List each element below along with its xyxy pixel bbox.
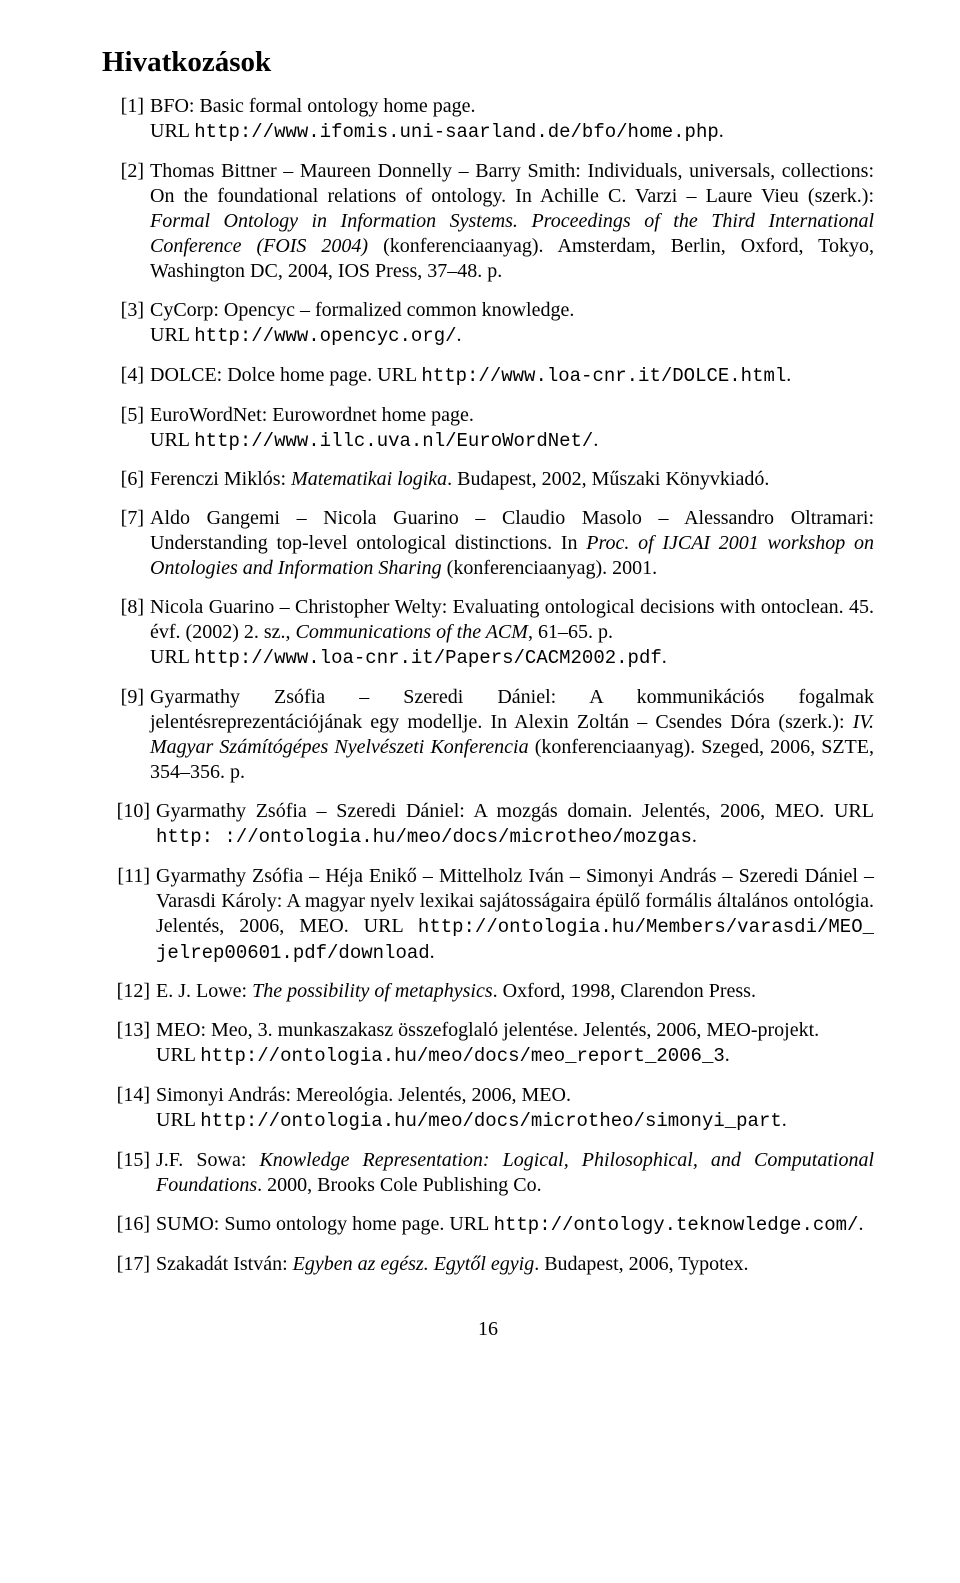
reference-list: [1]BFO: Basic formal ontology home page.… bbox=[102, 94, 874, 1276]
reference-label: [12] bbox=[102, 979, 156, 1004]
reference-body: BFO: Basic formal ontology home page.URL… bbox=[150, 94, 874, 145]
reference-label: [15] bbox=[102, 1148, 156, 1198]
reference-body: SUMO: Sumo ontology home page. URL http:… bbox=[156, 1212, 874, 1238]
reference-item: [16]SUMO: Sumo ontology home page. URL h… bbox=[102, 1212, 874, 1238]
reference-label: [11] bbox=[102, 864, 156, 966]
reference-body: Ferenczi Miklós: Matematikai logika. Bud… bbox=[150, 467, 874, 492]
reference-label: [1] bbox=[102, 94, 150, 145]
reference-item: [11]Gyarmathy Zsófia – Héja Enikő – Mitt… bbox=[102, 864, 874, 966]
reference-item: [10]Gyarmathy Zsófia – Szeredi Dániel: A… bbox=[102, 799, 874, 850]
reference-item: [5]EuroWordNet: Eurowordnet home page.UR… bbox=[102, 403, 874, 454]
reference-body: EuroWordNet: Eurowordnet home page.URL h… bbox=[150, 403, 874, 454]
reference-item: [15]J.F. Sowa: Knowledge Representation:… bbox=[102, 1148, 874, 1198]
reference-item: [3]CyCorp: Opencyc – formalized common k… bbox=[102, 298, 874, 349]
reference-body: Thomas Bittner – Maureen Donnelly – Barr… bbox=[150, 159, 874, 284]
reference-item: [9]Gyarmathy Zsófia – Szeredi Dániel: A … bbox=[102, 685, 874, 785]
reference-label: [10] bbox=[102, 799, 156, 850]
reference-body: J.F. Sowa: Knowledge Representation: Log… bbox=[156, 1148, 874, 1198]
reference-label: [9] bbox=[102, 685, 150, 785]
reference-label: [4] bbox=[102, 363, 150, 389]
reference-body: Szakadát István: Egyben az egész. Egytől… bbox=[156, 1252, 874, 1277]
reference-body: MEO: Meo, 3. munkaszakasz összefoglaló j… bbox=[156, 1018, 874, 1069]
references-heading: Hivatkozások bbox=[102, 44, 874, 80]
reference-label: [2] bbox=[102, 159, 150, 284]
reference-label: [7] bbox=[102, 506, 150, 581]
reference-body: DOLCE: Dolce home page. URL http://www.l… bbox=[150, 363, 874, 389]
reference-item: [14]Simonyi András: Mereológia. Jelentés… bbox=[102, 1083, 874, 1134]
reference-label: [3] bbox=[102, 298, 150, 349]
reference-item: [2]Thomas Bittner – Maureen Donnelly – B… bbox=[102, 159, 874, 284]
reference-label: [5] bbox=[102, 403, 150, 454]
reference-body: Gyarmathy Zsófia – Szeredi Dániel: A kom… bbox=[150, 685, 874, 785]
reference-body: Nicola Guarino – Christopher Welty: Eval… bbox=[150, 595, 874, 671]
reference-item: [6]Ferenczi Miklós: Matematikai logika. … bbox=[102, 467, 874, 492]
reference-item: [1]BFO: Basic formal ontology home page.… bbox=[102, 94, 874, 145]
reference-label: [17] bbox=[102, 1252, 156, 1277]
page-number: 16 bbox=[102, 1317, 874, 1342]
reference-item: [12]E. J. Lowe: The possibility of metap… bbox=[102, 979, 874, 1004]
reference-body: Aldo Gangemi – Nicola Guarino – Claudio … bbox=[150, 506, 874, 581]
page: Hivatkozások [1]BFO: Basic formal ontolo… bbox=[0, 0, 960, 1402]
reference-item: [8]Nicola Guarino – Christopher Welty: E… bbox=[102, 595, 874, 671]
reference-body: E. J. Lowe: The possibility of metaphysi… bbox=[156, 979, 874, 1004]
reference-body: Gyarmathy Zsófia – Szeredi Dániel: A moz… bbox=[156, 799, 874, 850]
reference-label: [14] bbox=[102, 1083, 156, 1134]
reference-label: [13] bbox=[102, 1018, 156, 1069]
reference-label: [6] bbox=[102, 467, 150, 492]
reference-item: [4]DOLCE: Dolce home page. URL http://ww… bbox=[102, 363, 874, 389]
reference-item: [17]Szakadát István: Egyben az egész. Eg… bbox=[102, 1252, 874, 1277]
reference-label: [8] bbox=[102, 595, 150, 671]
reference-label: [16] bbox=[102, 1212, 156, 1238]
reference-body: Gyarmathy Zsófia – Héja Enikő – Mittelho… bbox=[156, 864, 874, 966]
reference-body: Simonyi András: Mereológia. Jelentés, 20… bbox=[156, 1083, 874, 1134]
reference-item: [7]Aldo Gangemi – Nicola Guarino – Claud… bbox=[102, 506, 874, 581]
reference-item: [13]MEO: Meo, 3. munkaszakasz összefogla… bbox=[102, 1018, 874, 1069]
reference-body: CyCorp: Opencyc – formalized common know… bbox=[150, 298, 874, 349]
